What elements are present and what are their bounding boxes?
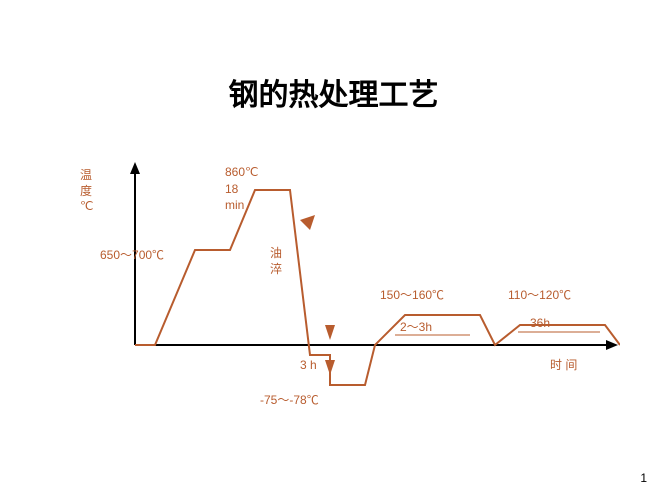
curve-arrow-2 [325,325,335,340]
annotation-temp-150-160: 150～160℃ [380,288,444,304]
curve-arrow-3 [325,360,335,375]
annotation-temp-860: 860℃ [225,165,259,181]
annotation-time-3h: 3 h [300,358,317,374]
annotation-temp-neg75-78: -75～-78℃ [260,393,319,409]
annotation-oil-quench: 油淬 [270,246,282,277]
annotation-time-2-3h: 2～3h [400,320,432,336]
annotation-time-36h: 36h [530,316,550,332]
page-number: 1 [640,471,647,485]
y-axis-arrow [130,162,140,174]
process-chart: 温度℃ 时 间 650～700℃860℃18min油淬3 h-75～-78℃15… [100,160,620,440]
annotation-temp-110-120: 110～120℃ [508,288,571,304]
curve-arrow-1 [300,215,315,230]
page-title: 钢的热处理工艺 [0,70,667,114]
y-axis-label: 温度℃ [80,168,93,215]
annotation-temp-650-700: 650～700℃ [100,248,164,264]
annotation-time-18min: 18min [225,182,244,213]
x-axis-label: 时 间 [550,358,577,374]
